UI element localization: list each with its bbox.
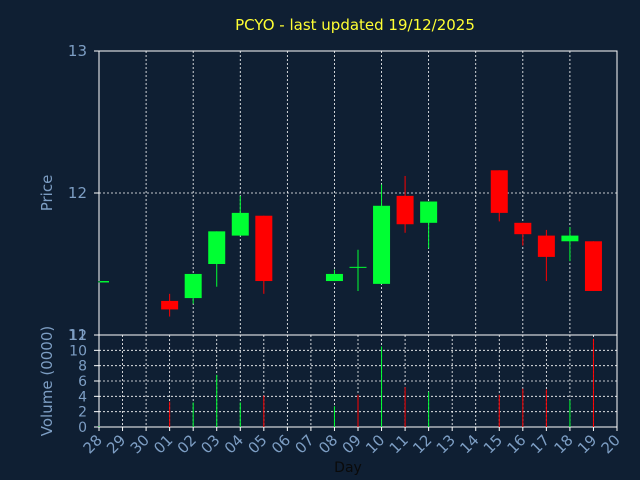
candle-body [561, 235, 579, 242]
candle-body [208, 231, 226, 264]
candle [98, 281, 109, 283]
candle [208, 231, 226, 287]
candle-body [490, 170, 508, 213]
candle-body [349, 266, 367, 268]
volume-axis-label: Volume (0000) [38, 326, 56, 436]
candle-body [396, 195, 414, 225]
candle [396, 175, 414, 233]
candle-body [184, 273, 202, 299]
candle-body [420, 201, 438, 223]
volume-tick-label: 6 [78, 374, 87, 390]
candle [184, 273, 202, 304]
candle-body [537, 235, 555, 257]
candle-body [325, 273, 343, 282]
price-tick-label: 13 [68, 42, 87, 60]
chart-title: PCYO - last updated 19/12/2025 [235, 16, 475, 34]
candle [349, 249, 367, 291]
candle [373, 184, 391, 284]
candle-body [373, 205, 391, 284]
volume-tick-label: 4 [78, 389, 87, 405]
candle [561, 227, 579, 262]
volume-bars [98, 338, 594, 427]
candle-body [255, 215, 273, 282]
candle [584, 241, 602, 291]
candle [231, 195, 249, 236]
volume-tick-label: 2 [78, 405, 87, 421]
volume-tick-label: 12 [69, 328, 87, 344]
day-axis-label: Day [334, 460, 362, 476]
candle [514, 222, 532, 246]
candle [325, 269, 343, 282]
volume-tick-label: 8 [78, 359, 87, 375]
candle-body [584, 241, 602, 291]
price-axis-label: Price [38, 175, 56, 212]
candle [537, 229, 555, 282]
volume-tick-label: 0 [78, 420, 87, 436]
candle-body [100, 281, 109, 283]
candles [98, 170, 602, 317]
candle [490, 170, 508, 222]
candle-body [514, 222, 532, 235]
candle-body [161, 300, 179, 310]
volume-tick-label: 10 [69, 343, 87, 359]
candle [161, 293, 179, 317]
candle-body [231, 212, 249, 236]
price-tick-label: 12 [68, 184, 87, 202]
candle [255, 215, 273, 294]
price-tick-label: 11 [68, 326, 87, 344]
candle [420, 201, 438, 249]
